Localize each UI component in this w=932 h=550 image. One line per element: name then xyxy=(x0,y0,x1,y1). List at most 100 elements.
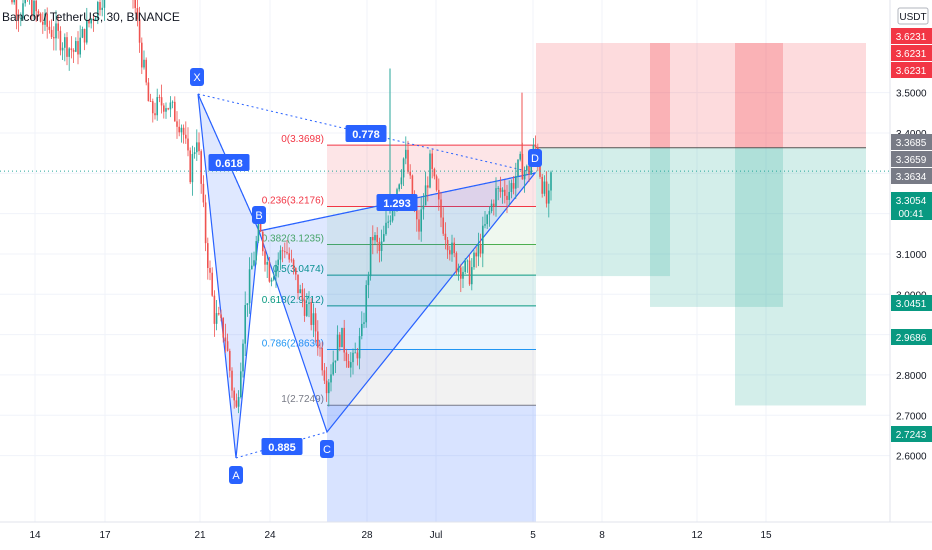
currency-badge: USDT xyxy=(897,7,929,25)
fib-band xyxy=(327,206,536,245)
price-badge-countdown: 00:41 xyxy=(898,209,923,220)
candle-body xyxy=(189,150,191,183)
candle-body xyxy=(13,0,15,3)
price-badge-neutral: 3.3634 xyxy=(891,168,932,184)
price-badge-text: 3.3634 xyxy=(896,172,927,183)
candle-body xyxy=(35,0,37,12)
pattern-point-badge xyxy=(320,440,334,458)
candle-body xyxy=(484,224,486,226)
candle-body xyxy=(42,21,44,25)
pattern-point-x: X xyxy=(190,68,204,86)
candle-body xyxy=(244,305,246,344)
candle-body xyxy=(389,220,392,222)
candle-body xyxy=(526,165,528,171)
candle-body xyxy=(499,187,502,192)
candle-body xyxy=(299,289,301,294)
candle-body xyxy=(262,231,264,252)
pattern-point-d: D xyxy=(528,149,542,167)
candle-body xyxy=(495,188,497,207)
candle-body xyxy=(20,18,22,20)
candle-body xyxy=(178,126,180,133)
candle-body xyxy=(281,250,284,252)
candle-body xyxy=(457,267,460,273)
candle-body xyxy=(433,168,436,177)
candle-body xyxy=(295,268,297,275)
candle-body xyxy=(482,225,484,254)
candle-body xyxy=(372,237,374,241)
candle-body xyxy=(548,190,550,204)
price-badge-current: 3.3054 00:41 xyxy=(891,192,932,220)
price-badge-text: 3.6231 xyxy=(896,32,927,43)
price-badge-target: 2.9686 xyxy=(891,329,932,345)
price-badge-bg xyxy=(891,426,932,442)
candle-body xyxy=(268,262,271,282)
candle-body xyxy=(506,195,508,200)
candle-body xyxy=(303,299,306,316)
price-badge-bg xyxy=(891,45,932,61)
candle-body xyxy=(416,209,418,220)
candle-body xyxy=(473,252,475,268)
candle-body xyxy=(431,153,433,169)
ratio-badge: 0.618 xyxy=(208,154,250,171)
candle-body xyxy=(154,113,156,116)
candle-body xyxy=(440,199,442,218)
time-tick-label: 24 xyxy=(264,530,276,541)
candle-body xyxy=(330,374,332,383)
pattern-point-badge xyxy=(229,466,243,484)
candle-body xyxy=(314,313,317,332)
candle-body xyxy=(134,0,136,9)
candle-body xyxy=(391,209,394,221)
candle-body xyxy=(180,127,183,133)
price-tick-label: 2.7000 xyxy=(896,411,927,422)
candle-body xyxy=(438,189,440,200)
candle-body xyxy=(88,19,90,24)
candle-body xyxy=(378,241,381,251)
stop-zone-band xyxy=(735,43,783,148)
price-badge-bg xyxy=(891,295,932,311)
candle-body xyxy=(411,175,414,200)
candle-body xyxy=(196,142,198,153)
candle-body xyxy=(167,108,169,110)
time-tick-label: 17 xyxy=(99,530,111,541)
candle-body xyxy=(141,42,143,68)
candle-body xyxy=(292,259,295,269)
candle-body xyxy=(288,253,290,260)
candle-body xyxy=(255,241,257,261)
candle-body xyxy=(358,336,361,359)
fib-band xyxy=(327,244,536,276)
pattern-point-label: B xyxy=(255,210,262,222)
fib-level-label: 0.618(2.9712) xyxy=(262,295,324,306)
candle-body xyxy=(233,390,235,401)
candle-body xyxy=(198,142,200,152)
candle-body xyxy=(39,13,42,22)
candle-body xyxy=(37,11,40,14)
ratio-badge: 1.293 xyxy=(376,194,418,211)
candle-body xyxy=(446,239,449,251)
candle-body xyxy=(380,241,383,251)
price-badge-text: 3.0451 xyxy=(896,299,927,310)
candle-body xyxy=(319,347,321,349)
candle-body xyxy=(15,0,18,16)
candle-body xyxy=(464,261,466,272)
currency-badge-text: USDT xyxy=(899,12,926,23)
candle-body xyxy=(471,267,473,285)
candle-body xyxy=(158,97,161,98)
candle-body xyxy=(466,260,469,262)
candle-body xyxy=(402,158,405,178)
candle-body xyxy=(90,19,92,24)
candle-body xyxy=(53,37,55,39)
zones-layer xyxy=(327,43,866,522)
candle-body xyxy=(86,19,88,43)
price-tick-label: 2.8000 xyxy=(896,371,927,382)
candle-body xyxy=(277,259,279,265)
candle-body xyxy=(70,48,73,51)
candle-body xyxy=(347,361,350,368)
candle-body xyxy=(308,302,310,305)
candle-body xyxy=(235,400,238,407)
price-badge-bg xyxy=(891,329,932,345)
pattern-point-a: A xyxy=(229,466,243,484)
candle-body xyxy=(145,59,147,83)
candle-body xyxy=(174,101,176,122)
